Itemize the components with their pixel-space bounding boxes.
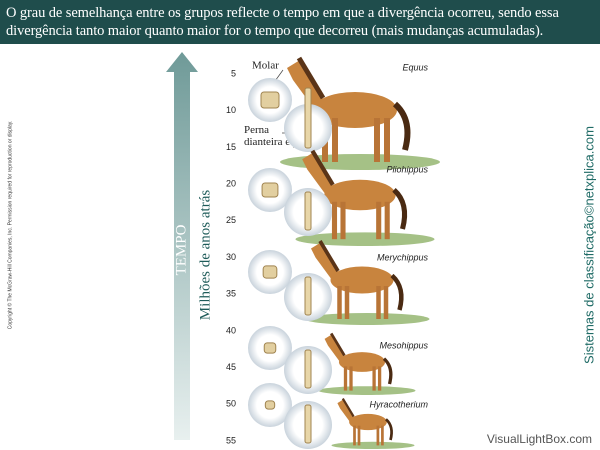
horse-part — [374, 118, 380, 162]
horse-part — [340, 201, 346, 240]
leg-bone — [304, 87, 312, 149]
horse-part — [376, 286, 381, 319]
horse-part — [383, 286, 389, 319]
axis-tick: 50 — [226, 399, 236, 409]
horse-part — [311, 242, 340, 280]
horse-part — [390, 273, 404, 311]
header: O grau de semelhança entre os grupos ref… — [0, 0, 600, 44]
horse-part — [344, 286, 350, 319]
axis-tick: 5 — [231, 68, 236, 78]
horse-name: Equus — [402, 62, 428, 72]
grass — [304, 313, 430, 325]
axis-tick: 45 — [226, 362, 236, 372]
grass — [318, 386, 416, 395]
side-credit: Sistemas de classificação©netxplica.com — [581, 126, 596, 364]
horse-name: Merychippus — [377, 252, 429, 262]
grass — [295, 232, 435, 246]
horse-part — [392, 101, 411, 151]
leg-bone — [304, 191, 312, 231]
molar — [264, 400, 276, 410]
molar — [260, 91, 280, 109]
horse-part — [372, 366, 376, 391]
horse-part — [332, 118, 338, 162]
copyright: Copyright © The McGraw-Hill Companies, I… — [6, 121, 13, 330]
axis-tick: 30 — [226, 252, 236, 262]
horse-part — [353, 425, 356, 446]
horse-part — [341, 398, 355, 418]
horse-part — [376, 201, 382, 240]
horse-part — [331, 201, 338, 240]
horse-part — [296, 56, 326, 100]
horse-part — [357, 425, 361, 446]
horse-part — [287, 60, 325, 110]
horse — [287, 56, 411, 162]
axis-tick: 25 — [226, 215, 236, 225]
horse-part — [337, 286, 342, 319]
molar — [261, 182, 279, 198]
axis-tick: 55 — [226, 435, 236, 445]
horse-name: Hyracotherium — [369, 399, 428, 409]
horse-part — [324, 334, 346, 362]
axis-tick: 35 — [226, 289, 236, 299]
leg-bone — [304, 349, 312, 389]
horse-part — [343, 366, 348, 391]
axis-label: Milhões de anos atrás — [197, 190, 213, 321]
horse-part — [384, 118, 390, 162]
horse-part — [376, 425, 380, 446]
horse-part — [330, 332, 346, 357]
horse — [324, 332, 393, 391]
horse-part — [310, 149, 335, 186]
horse — [302, 149, 408, 240]
arrow-label: TEMPO — [173, 224, 189, 275]
horse-part — [302, 152, 335, 195]
molar — [262, 265, 278, 279]
horse — [337, 398, 393, 446]
watermark: VisualLightBox.com — [487, 432, 592, 446]
horse-part — [385, 418, 393, 441]
horse-name: Pliohippus — [386, 164, 428, 174]
axis-tick: 40 — [226, 325, 236, 335]
horse-part — [392, 187, 408, 230]
horse-part — [382, 357, 393, 385]
horse — [311, 240, 404, 319]
molar-label: Molar — [252, 60, 279, 72]
time-arrow — [166, 52, 198, 440]
horse-name: Mesohippus — [379, 340, 428, 350]
molar — [263, 342, 277, 354]
leg-bone — [304, 276, 312, 316]
axis-tick: 10 — [226, 105, 236, 115]
horse-part — [384, 201, 390, 240]
axis-tick: 15 — [226, 142, 236, 152]
leg-bone — [304, 404, 312, 444]
axis-tick: 20 — [226, 178, 236, 188]
horse-part — [377, 366, 382, 391]
horse-part — [349, 366, 353, 391]
horse-part — [381, 425, 384, 446]
horse-part — [337, 399, 355, 422]
grass — [331, 441, 415, 449]
horse-part — [318, 240, 340, 272]
